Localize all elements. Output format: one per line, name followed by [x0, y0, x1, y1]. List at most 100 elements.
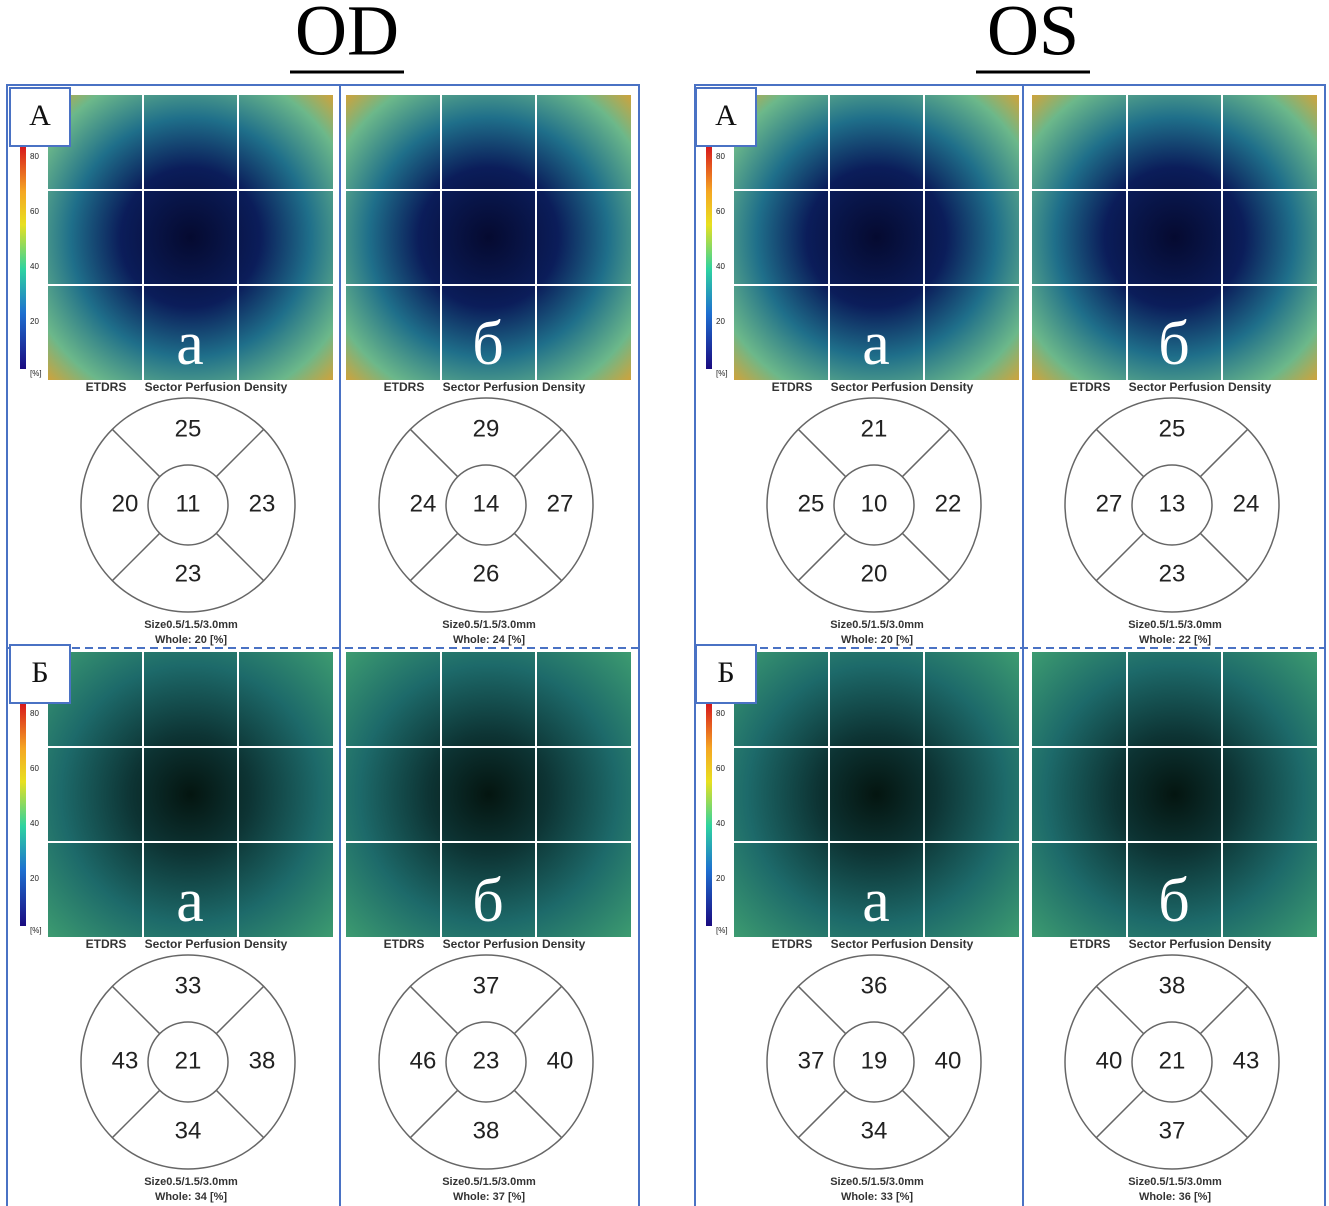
sector-line: [798, 986, 845, 1033]
whole-value: Whole: 24 [%]: [453, 634, 525, 646]
sector-value: 43: [112, 1047, 139, 1074]
sector-value: 22: [935, 490, 962, 517]
sector-line: [216, 1090, 263, 1137]
sector-value: 14: [473, 490, 500, 517]
header-left: ETDRS: [384, 937, 425, 951]
panel-letter: а: [862, 867, 890, 935]
sector-line: [216, 429, 263, 476]
header-right: Sector Perfusion Density: [145, 380, 288, 394]
sector-value: 21: [861, 415, 888, 442]
header-right: Sector Perfusion Density: [443, 937, 586, 951]
sector-line: [798, 429, 845, 476]
sector-value: 23: [1159, 560, 1186, 587]
sector-value: 20: [112, 490, 139, 517]
sector-value: 25: [798, 490, 825, 517]
sector-line: [514, 429, 561, 476]
sector-line: [112, 986, 159, 1033]
header-right: Sector Perfusion Density: [145, 937, 288, 951]
eye-title: OD: [295, 0, 399, 71]
panel-letter: б: [472, 310, 504, 378]
sector-line: [410, 986, 457, 1033]
row-label: Б: [31, 656, 48, 689]
header-right: Sector Perfusion Density: [1129, 937, 1272, 951]
header-left: ETDRS: [86, 380, 127, 394]
panel-letter: а: [176, 867, 204, 935]
colorbar-label: 20: [716, 874, 725, 883]
sector-value: 43: [1233, 1047, 1260, 1074]
sector-line: [902, 429, 949, 476]
eye-title: OS: [987, 0, 1079, 71]
header-left: ETDRS: [1070, 380, 1111, 394]
sector-line: [410, 533, 457, 580]
sector-line: [902, 1090, 949, 1137]
colorbar-label: 60: [716, 207, 725, 216]
row-label: А: [29, 99, 51, 132]
sector-value: 37: [798, 1047, 825, 1074]
sector-line: [1200, 986, 1247, 1033]
sector-line: [1200, 533, 1247, 580]
sector-value: 27: [1096, 490, 1123, 517]
sector-line: [216, 986, 263, 1033]
sector-value: 23: [249, 490, 276, 517]
colorbar-label: 40: [716, 262, 725, 271]
sector-value: 38: [1159, 972, 1186, 999]
row-label: А: [715, 99, 737, 132]
sector-value: 40: [547, 1047, 574, 1074]
sector-value: 25: [1159, 415, 1186, 442]
colorbar-label: 80: [30, 709, 39, 718]
colorbar-label: 20: [30, 317, 39, 326]
header-left: ETDRS: [1070, 937, 1111, 951]
colorbar-label: 80: [716, 152, 725, 161]
size-note: Size0.5/1.5/3.0mm: [1128, 619, 1222, 631]
panel-letter: б: [1158, 310, 1190, 378]
sector-value: 34: [175, 1117, 202, 1144]
sector-value: 20: [861, 560, 888, 587]
header-right: Sector Perfusion Density: [831, 937, 974, 951]
colorbar: [20, 704, 26, 926]
panel-letter: б: [472, 867, 504, 935]
sector-line: [1096, 533, 1143, 580]
sector-line: [514, 1090, 561, 1137]
sector-line: [514, 533, 561, 580]
header-left: ETDRS: [86, 937, 127, 951]
header-left: ETDRS: [384, 380, 425, 394]
header-right: Sector Perfusion Density: [443, 380, 586, 394]
size-note: Size0.5/1.5/3.0mm: [144, 1176, 238, 1188]
colorbar-label: 80: [30, 152, 39, 161]
colorbar-label: [%]: [30, 926, 42, 935]
sector-line: [902, 533, 949, 580]
sector-value: 21: [1159, 1047, 1186, 1074]
sector-value: 40: [1096, 1047, 1123, 1074]
sector-line: [410, 1090, 457, 1137]
sector-value: 23: [175, 560, 202, 587]
sector-line: [112, 429, 159, 476]
colorbar: [20, 147, 26, 369]
sector-line: [798, 533, 845, 580]
sector-value: 46: [410, 1047, 437, 1074]
colorbar-label: 40: [30, 262, 39, 271]
colorbar-label: 80: [716, 709, 725, 718]
colorbar-label: 40: [30, 819, 39, 828]
figure: OD а 80 60 40 20 [%] ETDRS Sector Perfusion Dens…: [0, 0, 1329, 1206]
sector-line: [112, 1090, 159, 1137]
sector-line: [216, 533, 263, 580]
panel-letter: а: [862, 310, 890, 378]
colorbar-label: 40: [716, 819, 725, 828]
sector-line: [1096, 1090, 1143, 1137]
colorbar-label: 20: [716, 317, 725, 326]
header-left: ETDRS: [772, 380, 813, 394]
whole-value: Whole: 36 [%]: [1139, 1191, 1211, 1203]
sector-value: 36: [861, 972, 888, 999]
sector-line: [112, 533, 159, 580]
colorbar-label: [%]: [30, 369, 42, 378]
size-note: Size0.5/1.5/3.0mm: [442, 619, 536, 631]
header-right: Sector Perfusion Density: [831, 380, 974, 394]
sector-line: [410, 429, 457, 476]
sector-line: [1096, 429, 1143, 476]
sector-value: 27: [547, 490, 574, 517]
page: OD а 80 60 40 20 [%] ETDRS Sector Perfusion Dens…: [0, 0, 1329, 1206]
size-note: Size0.5/1.5/3.0mm: [144, 619, 238, 631]
sector-value: 38: [249, 1047, 276, 1074]
colorbar: [706, 704, 712, 926]
sector-value: 19: [861, 1047, 888, 1074]
